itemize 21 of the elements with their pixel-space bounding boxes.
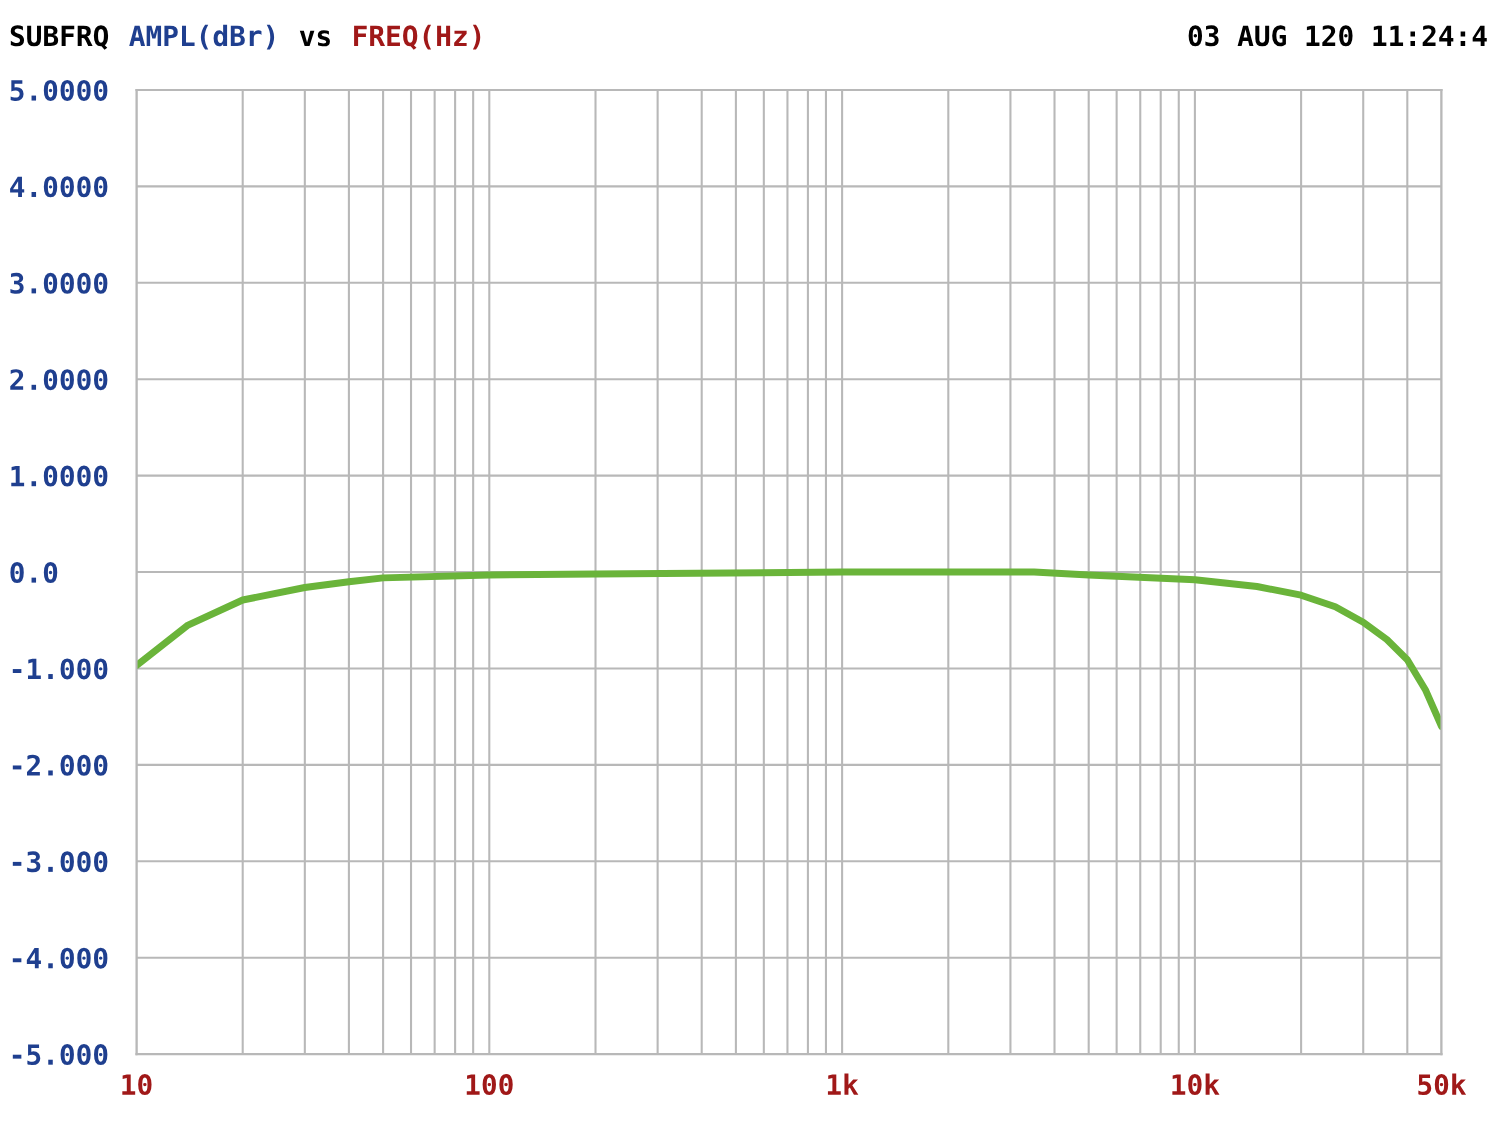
y-tick-label: 0.0 [10,562,58,584]
x-axis-title: FREQ(Hz) [354,24,481,50]
y-tick-label: 1.0000 [11,465,108,487]
y-tick-label: -3.000 [12,851,108,873]
text: vs [299,30,330,47]
y-tick-label: -2.000 [12,754,108,776]
x-tick-label: 10k [1172,1073,1220,1096]
x-tick-label: 100 [466,1074,513,1096]
y-tick-label: -5.000 [12,1044,108,1066]
y-tick-label: -1.000 [12,658,108,680]
y-tick-label: 5.0000 [10,79,108,101]
y-tick-label: -4.000 [12,947,108,969]
chart-title: SUBFRQ [10,25,109,50]
x-tick-label: 10 [122,1074,152,1096]
y-tick-label: 3.0000 [10,272,108,294]
y-axis-title: AMPL(dBr) [129,24,275,50]
text: 03 AUG 120 11:24:4 [1188,25,1487,47]
y-tick-label: 2.0000 [10,369,108,391]
y-tick-label: 4.0000 [10,176,108,198]
x-tick-label: 1k [827,1073,859,1095]
x-tick-label: 50k [1418,1073,1467,1096]
